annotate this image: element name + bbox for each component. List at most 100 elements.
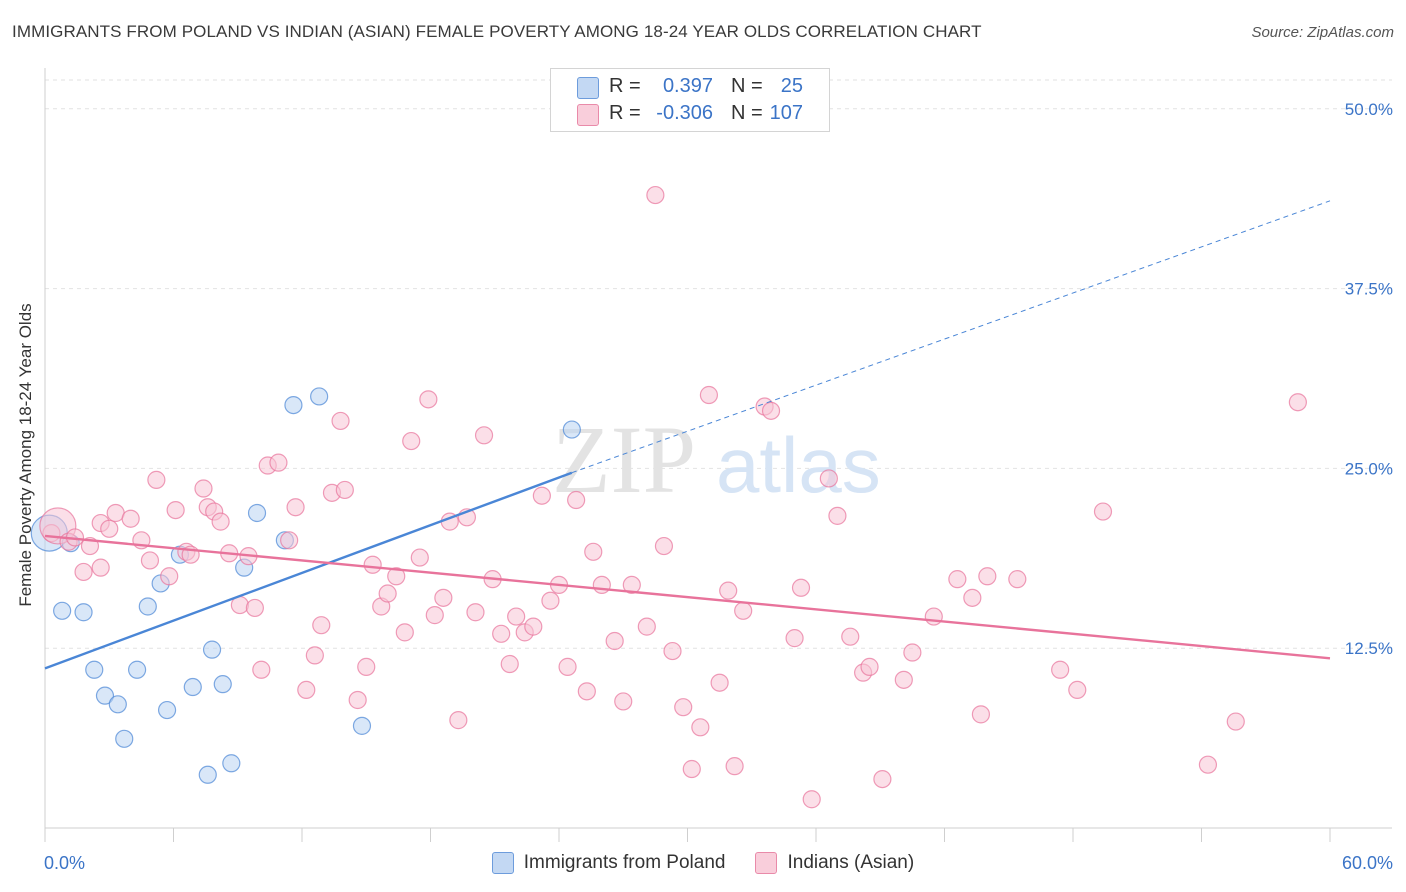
indian-point (147, 470, 166, 489)
indian-point (252, 660, 271, 679)
tick-labels: 12.5% 25.0% 37.5% 50.0% 0.0% 60.0% (44, 100, 1393, 873)
r-value: -0.306 (656, 102, 713, 124)
legend-item-poland: Immigrants from Poland (491, 852, 726, 874)
indian-point (312, 616, 331, 635)
indian-point (378, 584, 397, 603)
poland-point (127, 660, 147, 679)
indian-point (410, 548, 429, 567)
indian-point (434, 588, 453, 607)
indian-point (541, 591, 560, 610)
indian-point (646, 185, 665, 205)
y-tick-label: 50.0% (1345, 100, 1393, 119)
legend-label: Indians (Asian) (787, 852, 915, 873)
indian-point (691, 718, 710, 737)
indian-point (532, 486, 551, 505)
indian-point (91, 558, 110, 577)
indian-point (558, 657, 577, 676)
indian-point (577, 682, 596, 701)
indian-point (1051, 660, 1070, 679)
trend-lines (44, 200, 1331, 670)
indian-point (894, 670, 913, 689)
poland-point (352, 716, 372, 735)
n-label: N = (731, 102, 763, 124)
indian-point (873, 769, 892, 789)
indian-point (363, 555, 382, 574)
stats-legend-row-poland: R = 0.397 N = 25 (551, 73, 829, 101)
indian-point (622, 575, 641, 595)
chart-title: IMMIGRANTS FROM POLAND VS INDIAN (ASIAN)… (12, 22, 982, 41)
indian-point (761, 401, 781, 420)
indian-point (419, 390, 438, 409)
x-tick-label: 60.0% (1342, 853, 1393, 873)
indian-point (348, 690, 367, 710)
watermark: ZIP atlas (552, 406, 881, 513)
indian-point (1226, 712, 1245, 731)
indian-point (802, 790, 821, 809)
series-points (30, 185, 1307, 809)
indian-point (194, 479, 213, 498)
indian-point (1198, 755, 1218, 774)
indian-point (592, 575, 611, 595)
indian-point (674, 698, 693, 717)
indian-point (425, 606, 444, 625)
poland-swatch (491, 852, 514, 874)
indian-point (121, 509, 140, 528)
poland-point (157, 700, 177, 720)
indian-point (166, 501, 185, 520)
indian-point (614, 692, 633, 711)
indian-point (567, 490, 586, 510)
poland-point (202, 640, 222, 659)
indian-point (331, 411, 350, 431)
indian-point (269, 453, 288, 472)
indian-point (357, 657, 376, 676)
indian-swatch (755, 852, 778, 874)
indian-trend-line (44, 534, 1331, 660)
indian-point (978, 567, 997, 586)
axes (44, 68, 1392, 842)
indian-point (160, 567, 179, 586)
poland-point (115, 729, 134, 748)
indian-point (1008, 570, 1027, 589)
stats-legend: R = 0.397 N = 25 R = -0.306 N = 107 (550, 68, 830, 132)
indian-point (654, 536, 674, 556)
poland-point (108, 695, 127, 714)
indian-point (828, 506, 847, 525)
indian-point (280, 531, 299, 550)
n-label: N = (731, 75, 763, 97)
indian-point (466, 603, 485, 622)
indian-point (1068, 680, 1087, 700)
indian-point (387, 567, 406, 586)
r-label: R = (609, 75, 641, 97)
r-value: 0.397 (662, 75, 713, 97)
poland-point (198, 765, 217, 784)
indian-point (791, 578, 811, 597)
indian-point (584, 542, 603, 561)
indian-point (500, 654, 519, 674)
indian-point (719, 581, 738, 600)
indian-point (286, 498, 305, 517)
indian-point (725, 757, 744, 776)
indian-point (699, 385, 719, 405)
indian-point (637, 617, 656, 636)
legend-label: Immigrants from Poland (523, 852, 726, 873)
indian-point (903, 643, 922, 662)
indian-point (971, 705, 991, 724)
indian-point (335, 480, 354, 500)
indian-point (785, 629, 804, 648)
x-tick-label: 0.0% (44, 853, 85, 873)
poland-point (74, 603, 93, 622)
y-axis-label: Female Poverty Among 18-24 Year Olds (16, 303, 35, 607)
poland-point (247, 503, 267, 523)
poland-point (310, 387, 329, 406)
indian-point (245, 598, 264, 618)
source-label: Source: ZipAtlas.com (1251, 24, 1394, 41)
watermark-atlas: atlas (716, 421, 881, 509)
indian-point (682, 759, 701, 779)
stats-legend-row-indian: R = -0.306 N = 107 (551, 100, 829, 128)
indian-point (305, 646, 324, 665)
indian-point (963, 588, 982, 607)
indian-point (140, 551, 160, 570)
series-legend: Immigrants from Poland Indians (Asian) (0, 852, 1406, 874)
indian-point (819, 469, 838, 488)
y-tick-label: 37.5% (1345, 280, 1393, 299)
